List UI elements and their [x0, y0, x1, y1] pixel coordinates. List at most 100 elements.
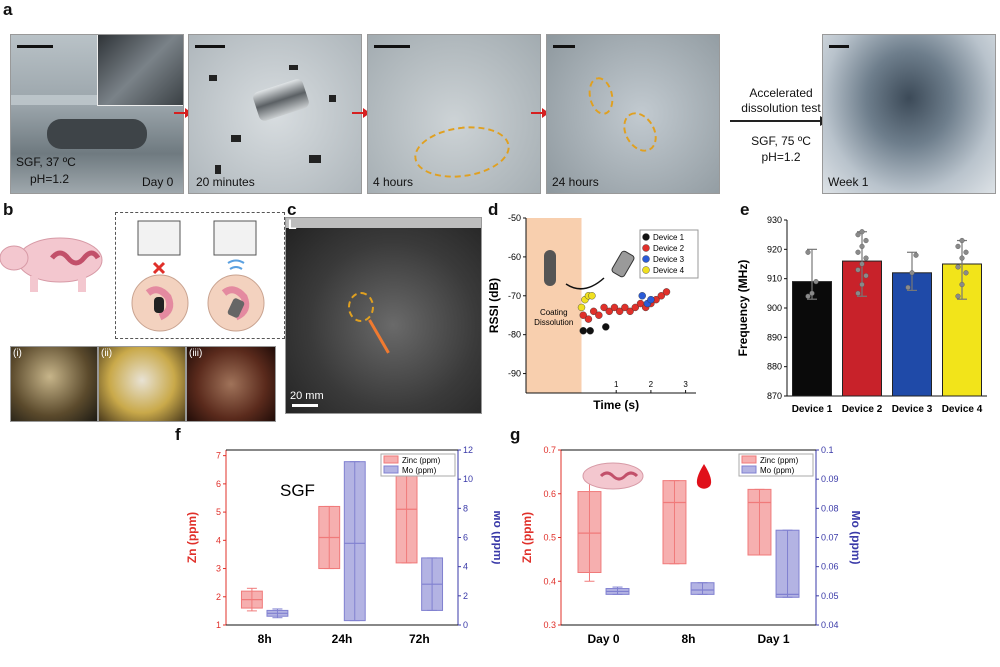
y-axis-label: Zn (ppm) [185, 512, 199, 563]
y-axis-label: RSSI (dB) [487, 278, 501, 333]
blood-drop-icon [696, 464, 712, 489]
arrow-3 [531, 108, 549, 118]
y2-tick-label: 6 [463, 533, 468, 543]
pig-leg [30, 276, 38, 292]
legend-marker [642, 244, 650, 252]
endoscopy-ii [98, 346, 186, 422]
y-tick-label: 0.7 [543, 445, 556, 455]
data-point [805, 249, 811, 255]
caption-week1: Week 1 [828, 175, 869, 189]
legend-label: Zinc (ppm) [760, 456, 799, 465]
legend-label: Mo (ppm) [760, 466, 795, 475]
x-tick-label: 72h [409, 632, 430, 646]
pig-gut [50, 250, 101, 266]
scale-bar [195, 45, 225, 48]
data-point [859, 261, 865, 267]
legend-label: Mo (ppm) [402, 466, 437, 475]
box [690, 582, 715, 595]
box [775, 529, 800, 598]
y-tick-label: -50 [508, 213, 521, 223]
device-pellet [47, 119, 147, 149]
bar [792, 281, 832, 397]
x-tick-label: Device 4 [942, 404, 983, 415]
y-tick-label: -60 [508, 252, 521, 262]
data-point [955, 264, 961, 270]
x-tick-label: 8h [681, 632, 695, 646]
legend-swatch [741, 465, 757, 474]
debris [289, 65, 298, 70]
sgf-annotation: SGF [280, 481, 315, 500]
data-point [588, 292, 596, 300]
y-tick-label: 920 [767, 244, 782, 254]
caption-sgf: SGF, 37 ºC [16, 155, 76, 169]
device-2 [227, 298, 245, 318]
photo-20min [188, 34, 362, 194]
legend-label: Device 2 [653, 244, 685, 253]
x-tick-label: 1 [614, 380, 619, 389]
pig-leg [78, 276, 86, 292]
device-1 [154, 297, 164, 313]
data-point [610, 303, 619, 312]
debris [231, 135, 241, 142]
box [343, 461, 366, 622]
device-outline [348, 292, 374, 322]
data-point [855, 290, 861, 296]
box [577, 491, 602, 573]
caption-day0: Day 0 [142, 175, 174, 189]
xray-corner-label: L [288, 216, 297, 232]
antenna-2 [213, 220, 257, 256]
data-point [805, 293, 811, 299]
panel-g-label: g [510, 425, 521, 444]
pig-illustration [0, 237, 103, 292]
y-tick-label: -90 [508, 369, 521, 379]
data-point [909, 270, 915, 276]
xray-scale-text: 20 mm [290, 390, 324, 402]
data-point [626, 307, 634, 316]
photo-day0 [10, 34, 184, 194]
data-point [605, 307, 613, 316]
data-point [589, 307, 598, 316]
y2-axis-label: Mo (ppm) [849, 511, 860, 565]
data-point [859, 229, 865, 235]
stomach-2-inner [221, 286, 250, 321]
x-tick-label: 24h [332, 632, 353, 646]
caption-20min: 20 minutes [196, 175, 255, 189]
legend-swatch [383, 455, 399, 464]
y-tick-label: 5 [216, 507, 221, 517]
coating-label: Dissolution [534, 318, 573, 327]
debris [209, 75, 217, 81]
pointer-arrow [368, 319, 390, 354]
data-point [602, 323, 610, 331]
scale-bar [374, 45, 410, 48]
pig-body [17, 237, 103, 283]
data-point [959, 237, 965, 244]
y2-tick-label: 2 [463, 591, 468, 601]
data-point [863, 255, 869, 261]
pig-gut-icon [599, 471, 639, 481]
y-tick-label: 1 [216, 620, 221, 630]
y-tick-label: 0.4 [543, 576, 556, 586]
zoom-box [115, 212, 285, 339]
y2-tick-label: 0.08 [821, 503, 839, 513]
y2-tick-label: 12 [463, 445, 473, 455]
accel-cond-1: SGF, 75 ºC [751, 134, 811, 148]
y-tick-label: 0.6 [543, 489, 556, 499]
x-tick-label: Day 0 [587, 632, 619, 646]
x-tick-label: 8h [258, 632, 272, 646]
y-tick-label: 880 [767, 362, 782, 372]
data-point [579, 311, 587, 319]
caption-24h: 24 hours [552, 175, 599, 189]
data-point [579, 327, 587, 335]
y2-tick-label: 0.09 [821, 474, 839, 484]
y2-tick-label: 0.04 [821, 620, 839, 630]
panel-b-label: b [3, 200, 14, 219]
uncoated-capsule-icon [611, 250, 635, 278]
y2-tick-label: 0.06 [821, 562, 839, 572]
y2-tick-label: 0.07 [821, 533, 839, 543]
y-tick-label: 930 [767, 215, 782, 225]
coated-capsule-icon [544, 250, 556, 286]
data-point [859, 281, 865, 288]
data-point [863, 237, 869, 244]
